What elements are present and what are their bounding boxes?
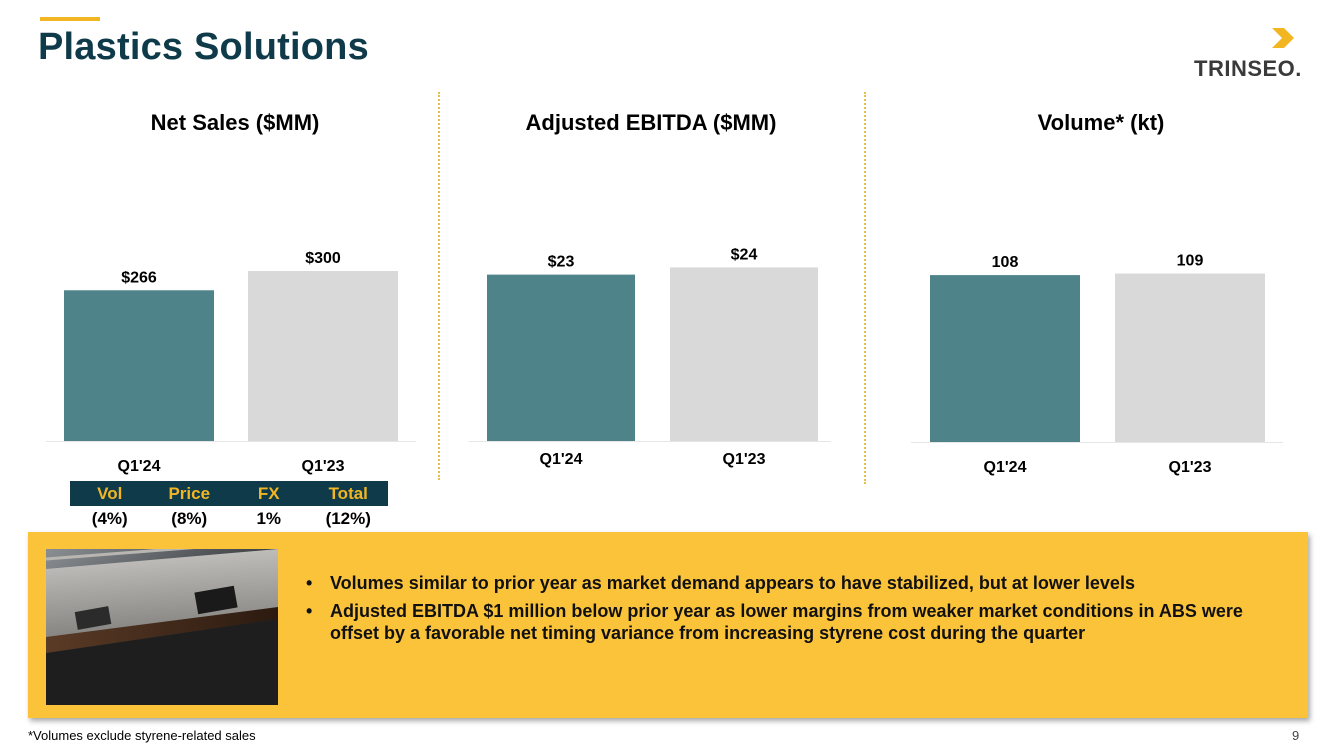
bridge-value-total: (12%) xyxy=(325,509,371,528)
bar-q124 xyxy=(487,274,635,441)
bridge-value-row: (4%) (8%) 1% (12%) xyxy=(70,506,388,532)
commentary-callout: • Volumes similar to prior year as marke… xyxy=(28,532,1308,718)
bullet-text: Volumes similar to prior year as market … xyxy=(330,573,1135,593)
bar-q123 xyxy=(1115,273,1265,442)
chart-title: Adjusted EBITDA ($MM) xyxy=(525,110,777,135)
bullet-icon: • xyxy=(306,601,313,621)
net-sales-plot: $266 Q1'24 $300 Q1'23 xyxy=(46,250,416,475)
category-label: Q1'24 xyxy=(118,458,161,475)
chart-title: Volume* (kt) xyxy=(1037,110,1165,135)
bullet-icon: • xyxy=(306,573,313,593)
bullet-text: Adjusted EBITDA $1 million below prior y… xyxy=(330,601,1243,643)
bridge-value-vol: (4%) xyxy=(91,509,128,528)
category-label: Q1'23 xyxy=(302,458,345,475)
bullet-item: • Volumes similar to prior year as marke… xyxy=(304,572,1294,594)
net-sales-chart: Net Sales ($MM) $266 Q1'24 $300 Q1'23 xyxy=(40,100,430,480)
volume-plot: 108 Q1'24 109 Q1'23 xyxy=(911,253,1283,476)
section-divider xyxy=(864,92,866,484)
bridge-header-row: Vol Price FX Total xyxy=(70,481,388,506)
net-sales-bridge-table: Vol Price FX Total (4%) (8%) 1% (12%) xyxy=(70,481,388,532)
data-label: $300 xyxy=(305,250,341,267)
section-divider xyxy=(438,92,440,480)
data-label: 109 xyxy=(1177,253,1204,270)
footnote: *Volumes exclude styrene-related sales xyxy=(28,728,256,743)
bullet-item: • Adjusted EBITDA $1 million below prior… xyxy=(304,600,1294,644)
adjusted-ebitda-plot: $23 Q1'24 $24 Q1'23 xyxy=(469,246,831,468)
bridge-value-price: (8%) xyxy=(171,509,208,528)
logo-text: TRINSEO. xyxy=(1194,56,1302,81)
category-label: Q1'23 xyxy=(723,451,766,468)
category-label: Q1'24 xyxy=(540,451,583,468)
bar-q124 xyxy=(64,290,214,441)
category-label: Q1'24 xyxy=(984,459,1027,476)
data-label: $24 xyxy=(731,246,758,263)
data-label: $23 xyxy=(548,254,575,271)
data-label: 108 xyxy=(992,254,1019,271)
bridge-header-vol: Vol xyxy=(97,483,123,503)
data-label: $266 xyxy=(121,269,157,286)
chart-title: Net Sales ($MM) xyxy=(150,110,320,135)
bar-q123 xyxy=(670,267,818,441)
bridge-value-fx: 1% xyxy=(256,509,282,528)
bar-q123 xyxy=(248,271,398,441)
commentary-bullets: • Volumes similar to prior year as marke… xyxy=(304,572,1294,650)
volume-chart: Volume* (kt) 108 Q1'24 109 Q1'23 xyxy=(905,100,1297,480)
bridge-header-total: Total xyxy=(328,483,368,503)
trinseo-logo: TRINSEO. xyxy=(1190,26,1310,86)
page-number: 9 xyxy=(1292,728,1300,743)
bridge-header-fx: FX xyxy=(257,483,280,503)
title-accent-bar xyxy=(40,17,100,21)
bridge-header-price: Price xyxy=(168,483,211,503)
adjusted-ebitda-chart: Adjusted EBITDA ($MM) $23 Q1'24 $24 Q1'23 xyxy=(465,100,837,480)
car-interior-photo xyxy=(46,549,278,705)
category-label: Q1'23 xyxy=(1169,459,1212,476)
logo-arrow-icon xyxy=(1272,28,1294,48)
page-title: Plastics Solutions xyxy=(38,26,369,68)
car-dashboard-image xyxy=(46,549,278,705)
bar-q124 xyxy=(930,275,1080,442)
